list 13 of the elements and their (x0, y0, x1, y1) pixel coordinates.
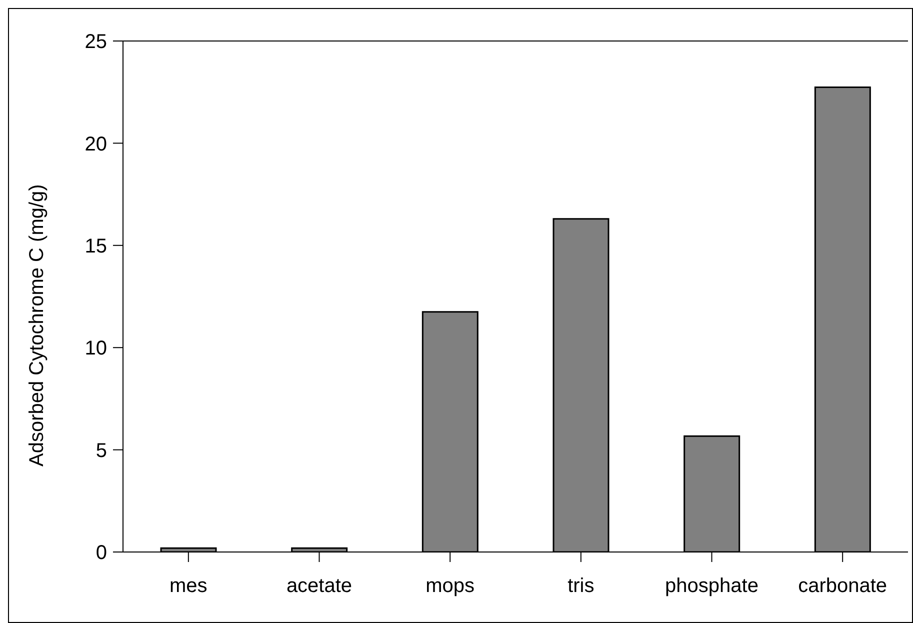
y-tick-label: 15 (84, 236, 107, 258)
x-tick-label: phosphate (665, 575, 758, 598)
y-tick-label: 5 (96, 440, 107, 462)
y-axis-title: Adsorbed Cytochrome C (mg/g) (26, 184, 48, 466)
y-tick-label: 10 (84, 338, 107, 360)
x-tick-label: tris (568, 575, 594, 598)
x-tick-label: carbonate (798, 575, 888, 598)
y-tick-label: 25 (84, 31, 107, 54)
x-tick-label: mops (426, 575, 475, 598)
y-tick-label: 20 (84, 133, 107, 156)
y-tick-label: 0 (96, 542, 107, 564)
x-tick-label: mes (170, 575, 208, 598)
x-tick-label: acetate (286, 575, 352, 598)
